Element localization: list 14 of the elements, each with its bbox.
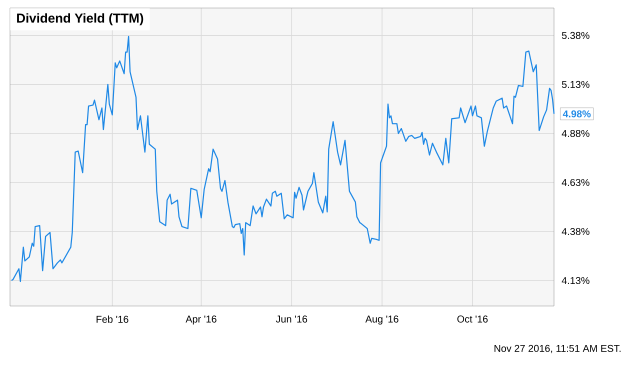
y-tick-label: 4.13% (562, 276, 590, 284)
y-tick-label: 4.63% (562, 178, 590, 186)
x-tick-label: Apr '16 (186, 316, 216, 325)
y-tick-label: 5.13% (562, 80, 590, 88)
text: Nov 27 2016, 11:51 AM EST. (494, 344, 621, 354)
y-tick-label: 4.88% (562, 130, 590, 137)
chart-title: Dividend Yield (TTM) (17, 13, 144, 26)
x-tick-label: Oct '16 (457, 316, 488, 323)
annotation: 4.98% (562, 110, 591, 118)
x-tick-label: Jun '16 (276, 316, 308, 323)
y-tick-label: 5.38% (562, 32, 590, 39)
y-tick-label: 4.38% (562, 228, 590, 236)
x-tick-label: Aug '16 (365, 316, 398, 325)
x-tick-label: Feb '16 (96, 316, 128, 323)
